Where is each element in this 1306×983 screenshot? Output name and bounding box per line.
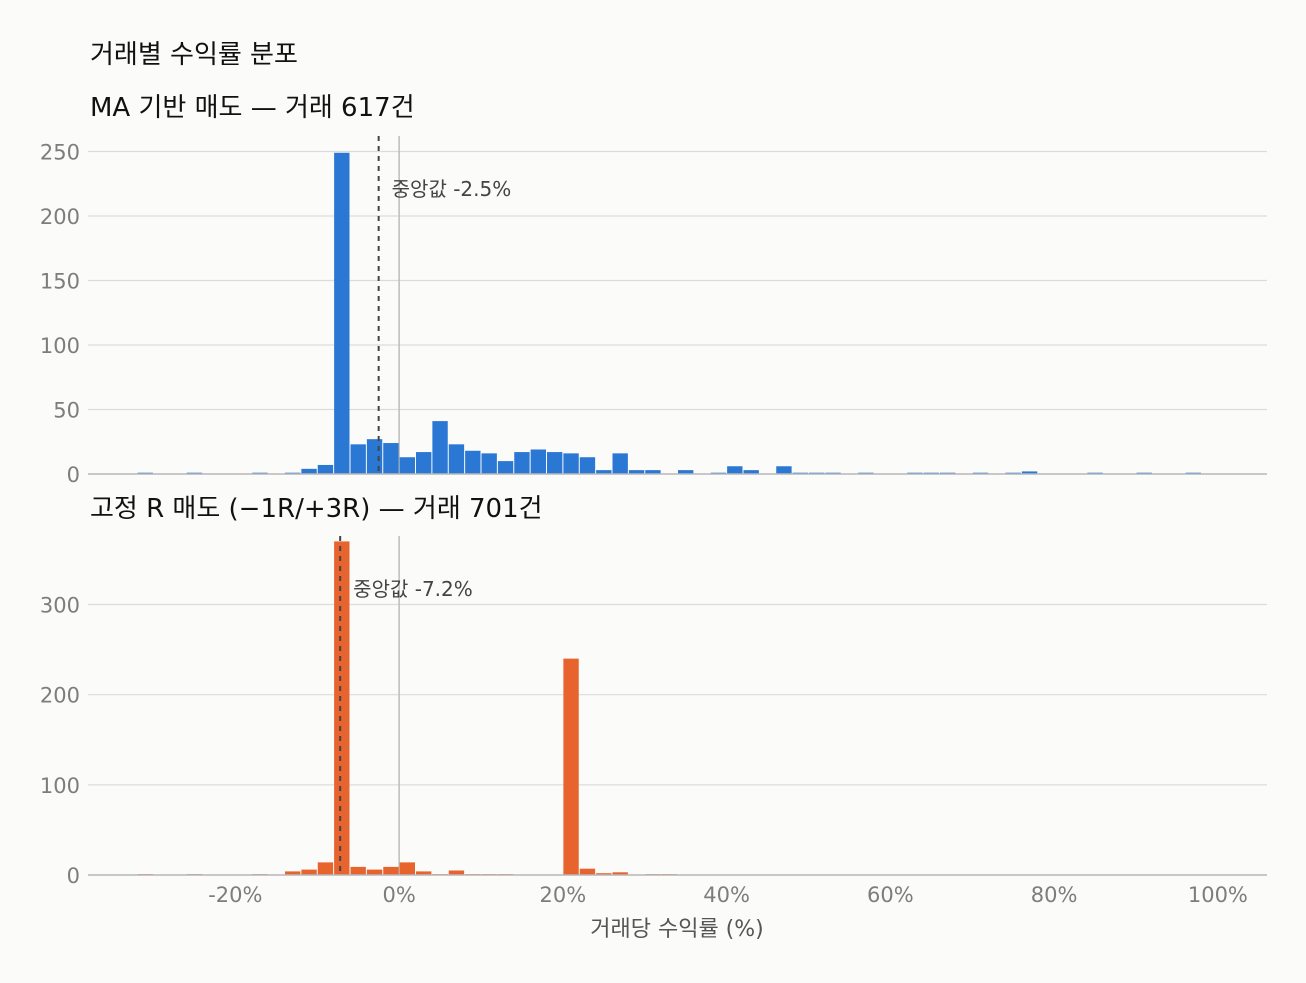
- panel2-y-tick-label: 200: [40, 684, 80, 708]
- panel1-bar: [367, 439, 382, 474]
- panel2-x-tick-label: 20%: [540, 883, 587, 907]
- panel2-bar: [367, 870, 382, 875]
- panel2-x-tick-label: 100%: [1188, 883, 1248, 907]
- panel1-y-tick-label: 50: [53, 398, 80, 422]
- panel2-bar: [334, 541, 349, 875]
- panel1-bar: [334, 153, 349, 474]
- panel1-y-tick-label: 150: [40, 269, 80, 293]
- panel1-bar: [318, 465, 333, 474]
- panel1-bar: [514, 452, 529, 474]
- panel2-title: 고정 R 매도 (−1R/+3R) — 거래 701건: [90, 494, 543, 524]
- panel1-bar: [449, 444, 464, 474]
- panel2-y-tick-label: 100: [40, 774, 80, 798]
- panel1-y-tick-label: 100: [40, 334, 80, 358]
- panel1-bar: [351, 444, 366, 474]
- panel2-x-tick-label: 60%: [867, 883, 914, 907]
- panel1-bar: [727, 466, 742, 474]
- panel2-x-tick-label: -20%: [208, 883, 262, 907]
- panel2-bar: [383, 867, 398, 875]
- panel1-bar: [432, 421, 447, 474]
- panel1-bar: [383, 443, 398, 474]
- panel1-bar: [482, 453, 497, 474]
- panel2-y-tick-label: 300: [40, 594, 80, 618]
- panel1-bar: [547, 452, 562, 474]
- panel1-bar: [498, 461, 513, 474]
- panel1-y-tick-label: 200: [40, 205, 80, 229]
- panel1-bar: [613, 453, 628, 474]
- panel2-bar: [580, 869, 595, 875]
- panel2-y-tick-label: 0: [67, 864, 80, 888]
- panel2-bar: [301, 870, 316, 875]
- panel2-bar: [318, 862, 333, 875]
- panel1-bar: [301, 469, 316, 474]
- panel1-y-tick-label: 250: [40, 140, 80, 164]
- x-axis-label: 거래당 수익률 (%): [590, 917, 764, 942]
- panel1-bar: [776, 466, 791, 474]
- panel1-bar: [416, 452, 431, 474]
- panel1-bar: [465, 451, 480, 474]
- panel1-y-tick-label: 0: [67, 463, 80, 487]
- panel2-bar: [400, 862, 415, 875]
- panel1-bar: [531, 449, 546, 474]
- panel1-bar: [400, 457, 415, 474]
- panel2-x-tick-label: 80%: [1031, 883, 1078, 907]
- panel1-median-label: 중앙값 -2.5%: [392, 177, 512, 201]
- panel2-median-label: 중앙값 -7.2%: [353, 577, 473, 601]
- panel2-bar: [351, 867, 366, 875]
- panel2-bar: [563, 659, 578, 875]
- panel2-x-tick-label: 0%: [382, 883, 415, 907]
- panel2-x-tick-label: 40%: [703, 883, 750, 907]
- panel1-title: MA 기반 매도 — 거래 617건: [90, 93, 415, 123]
- panel1-bar: [563, 453, 578, 474]
- panel1-bar: [580, 457, 595, 474]
